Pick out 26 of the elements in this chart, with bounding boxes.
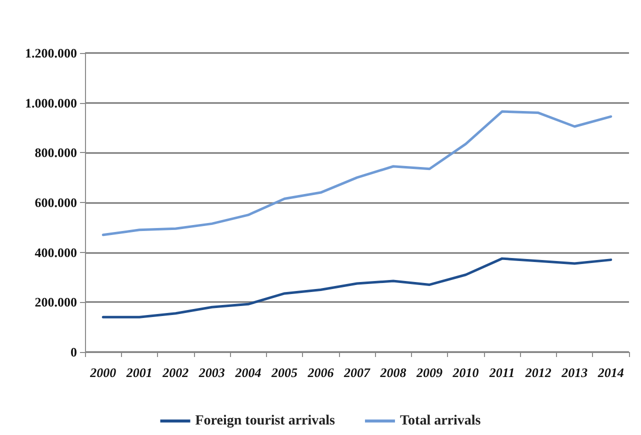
x-tick-label: 2009 <box>416 365 444 380</box>
line-series <box>102 110 612 236</box>
x-tick-label: 2000 <box>89 365 117 380</box>
x-tick-label: 2012 <box>524 365 552 380</box>
x-tick-label: 2014 <box>596 365 624 380</box>
legend-label: Total arrivals <box>400 414 482 428</box>
x-tick-label: 2004 <box>234 365 262 380</box>
y-tick-label: 400.000 <box>34 244 77 260</box>
x-tick-label: 2008 <box>379 365 407 380</box>
x-tick-label: 2006 <box>306 365 334 380</box>
y-tick-label: 0 <box>70 344 77 360</box>
y-tick-label: 200.000 <box>34 294 77 310</box>
x-tick-label: 2001 <box>125 365 152 380</box>
x-tick-label: 2002 <box>162 365 190 380</box>
x-tick-label: 2011 <box>488 365 515 380</box>
x-tick-label: 2005 <box>270 365 298 380</box>
x-tick-label: 2007 <box>343 365 370 380</box>
line-series <box>102 257 612 318</box>
x-tick-label: 2010 <box>452 365 480 380</box>
y-tick-label: 800.000 <box>34 145 77 160</box>
y-tick-label: 600.000 <box>34 195 77 210</box>
x-tick-label: 2003 <box>198 365 226 380</box>
y-tick-label: 1.000.000 <box>25 95 77 110</box>
y-tick-label: 1.200.000 <box>25 46 77 60</box>
legend-label: Foreign tourist arrivals <box>195 414 336 428</box>
x-tick-label: 2013 <box>560 365 588 380</box>
